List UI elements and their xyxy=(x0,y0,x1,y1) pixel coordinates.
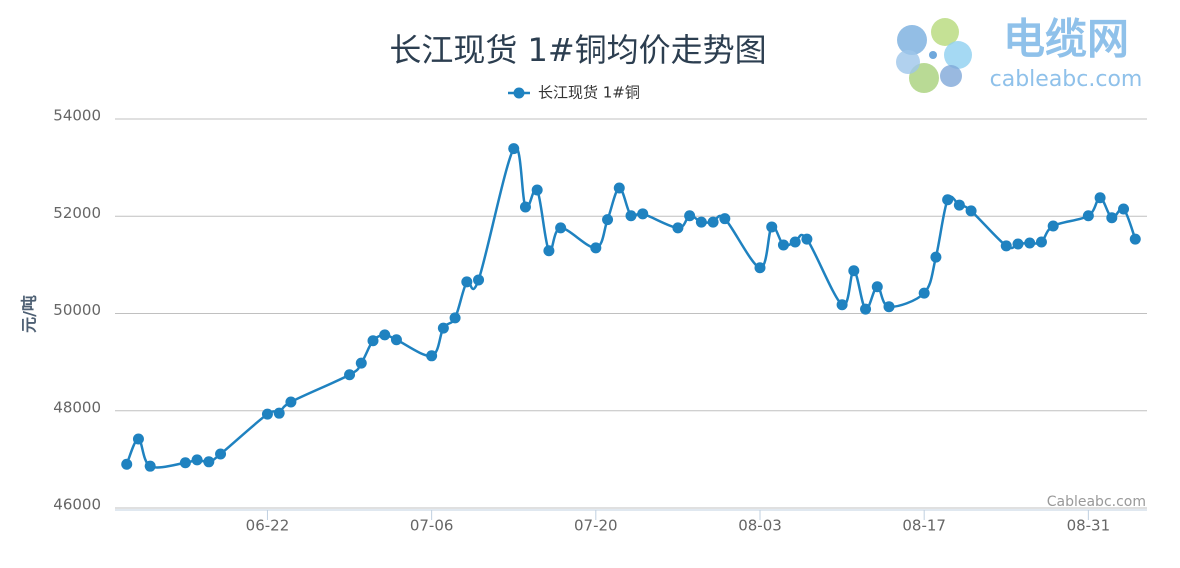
data-point xyxy=(836,299,848,311)
logo-name: 电缆网 xyxy=(1003,15,1129,64)
data-point xyxy=(132,433,144,445)
data-point xyxy=(684,210,696,222)
data-point xyxy=(121,458,133,470)
data-point xyxy=(965,205,977,217)
data-point xyxy=(953,199,965,211)
data-point xyxy=(860,303,872,315)
legend-label: 长江现货 1#铜 xyxy=(538,84,640,102)
data-point xyxy=(1106,212,1118,224)
data-point xyxy=(367,335,379,347)
data-point xyxy=(144,460,156,472)
data-point xyxy=(613,182,625,194)
data-point xyxy=(719,213,731,225)
series-line xyxy=(125,145,1137,469)
x-tick-label: 08-31 xyxy=(1067,517,1111,535)
data-point xyxy=(379,329,391,341)
data-point xyxy=(883,301,895,313)
chart-title: 长江现货 1#铜均价走势图 xyxy=(389,31,766,69)
data-point xyxy=(426,350,438,362)
data-point xyxy=(918,287,930,299)
data-point xyxy=(508,143,520,155)
data-point xyxy=(1118,203,1130,215)
data-point xyxy=(473,274,485,286)
data-point xyxy=(390,334,402,346)
legend-symbol xyxy=(513,87,525,99)
data-point xyxy=(179,457,191,469)
x-tick-label: 07-20 xyxy=(574,517,618,535)
data-point xyxy=(1000,240,1012,252)
y-tick-label: 46000 xyxy=(53,496,101,514)
y-tick-label: 50000 xyxy=(53,301,101,319)
data-point xyxy=(801,233,813,245)
data-point xyxy=(789,236,801,248)
credits: Cableabc.com xyxy=(1047,494,1146,510)
data-point xyxy=(1094,192,1106,204)
x-tick-label: 08-03 xyxy=(738,517,782,535)
data-point xyxy=(707,216,719,228)
y-tick-label: 52000 xyxy=(53,204,101,222)
data-point xyxy=(215,448,227,460)
data-point xyxy=(590,242,602,254)
data-point xyxy=(625,210,637,222)
data-point xyxy=(1024,237,1036,249)
data-point xyxy=(1047,220,1059,232)
data-point xyxy=(285,396,297,408)
y-tick-label: 54000 xyxy=(53,107,101,125)
data-point xyxy=(555,222,567,234)
data-point xyxy=(695,216,707,228)
data-point xyxy=(602,214,614,226)
data-point xyxy=(1129,233,1141,245)
data-point xyxy=(355,357,367,369)
x-tick-label: 08-17 xyxy=(902,517,946,535)
data-point xyxy=(871,281,883,293)
data-point xyxy=(1012,238,1024,250)
data-point xyxy=(261,408,273,420)
data-point xyxy=(766,221,778,233)
data-point xyxy=(754,262,766,274)
data-point xyxy=(637,208,649,220)
x-tick-label: 07-06 xyxy=(410,517,454,535)
data-point xyxy=(344,369,356,381)
data-point xyxy=(1035,236,1047,248)
data-point xyxy=(942,194,954,206)
y-tick-label: 48000 xyxy=(53,398,101,416)
data-point xyxy=(273,407,285,419)
data-point xyxy=(531,184,543,196)
data-point xyxy=(777,239,789,251)
data-point xyxy=(672,222,684,234)
data-point xyxy=(930,251,942,263)
data-point xyxy=(848,265,860,277)
y-axis-label: 元/吨 xyxy=(20,295,39,333)
data-point xyxy=(1082,210,1094,222)
data-point xyxy=(203,456,215,468)
data-point xyxy=(519,201,531,213)
logo-url: cableabc.com xyxy=(990,67,1143,92)
data-point xyxy=(191,454,203,466)
data-point xyxy=(543,245,555,257)
data-point xyxy=(437,322,449,334)
data-point xyxy=(461,276,473,288)
logo-icon xyxy=(896,18,972,93)
data-point xyxy=(449,312,461,324)
x-tick-label: 06-22 xyxy=(246,517,290,535)
